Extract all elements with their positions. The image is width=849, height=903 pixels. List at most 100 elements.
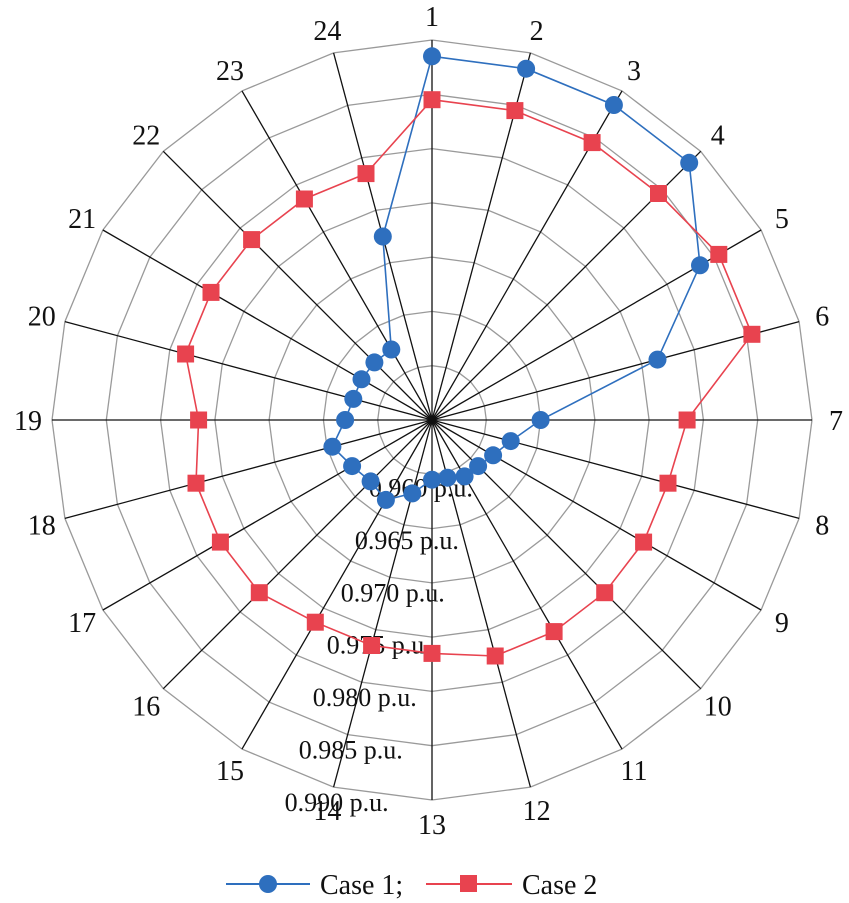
- radial-tick-label: 0.985 p.u.: [299, 736, 403, 765]
- case-2-point-3: [583, 134, 601, 152]
- case-1-point-17: [343, 457, 362, 476]
- legend-item-case-1: Case 1;: [226, 870, 403, 901]
- spoke-21: [102, 229, 433, 421]
- case-2-point-5: [710, 245, 728, 263]
- category-label-2: 2: [530, 16, 544, 47]
- category-label-6: 6: [815, 301, 829, 332]
- category-label-10: 10: [704, 692, 732, 723]
- spoke-15: [241, 419, 433, 750]
- case-2-point-22: [243, 231, 261, 249]
- legend-case-2-marker: [460, 875, 477, 892]
- legend-case-1-label: Case 1;: [320, 870, 403, 901]
- case-2-point-9: [635, 533, 653, 551]
- case-2-point-18: [187, 474, 205, 492]
- case-1-point-7: [531, 411, 550, 429]
- radial-tick-label: 0.980 p.u.: [313, 683, 417, 712]
- case-2-point-8: [659, 474, 677, 492]
- category-label-14: 14: [313, 796, 341, 827]
- legend-case-1-marker: [259, 875, 277, 893]
- case-2-point-1: [423, 91, 441, 109]
- category-label-12: 12: [523, 796, 551, 827]
- legend: Case 1; Case 2: [226, 870, 597, 901]
- radial-tick-label: 0.970 p.u.: [341, 578, 445, 607]
- category-label-4: 4: [711, 120, 725, 151]
- radial-tick-label: 0.965 p.u.: [355, 526, 459, 555]
- category-label-1: 1: [425, 2, 439, 33]
- category-label-15: 15: [216, 756, 244, 787]
- category-label-9: 9: [775, 608, 789, 639]
- case-2-point-7: [678, 411, 696, 429]
- case-1-point-16: [361, 472, 380, 491]
- spoke-16: [162, 419, 433, 690]
- category-label-13: 13: [418, 810, 446, 841]
- case-1-point-4: [680, 153, 699, 172]
- spoke-23: [241, 90, 433, 421]
- radar-spokes: [52, 40, 812, 800]
- spoke-9: [431, 419, 762, 611]
- case-2-point-15: [306, 613, 324, 631]
- spoke-18: [64, 419, 433, 520]
- case-2-point-21: [202, 283, 220, 301]
- spoke-20: [64, 320, 433, 421]
- case-1-point-12: [438, 468, 457, 487]
- case-1-point-3: [604, 96, 623, 114]
- category-label-19: 19: [14, 406, 42, 437]
- case-2-point-12: [486, 647, 504, 665]
- case-2-point-19: [190, 411, 208, 429]
- case-1-point-22: [365, 353, 384, 372]
- category-label-21: 21: [68, 204, 96, 235]
- category-label-22: 22: [132, 120, 160, 151]
- case-2-point-4: [650, 185, 667, 202]
- spoke-22: [162, 150, 433, 421]
- category-label-20: 20: [28, 301, 56, 332]
- case-2-point-23: [295, 190, 313, 208]
- case-1-point-19: [336, 411, 355, 429]
- case-2-point-6: [743, 325, 761, 343]
- radial-tick-label: 0.990 p.u.: [285, 788, 389, 817]
- case-2-point-20: [177, 345, 195, 363]
- category-label-5: 5: [775, 204, 789, 235]
- case-2-point-16: [250, 584, 268, 602]
- spoke-17: [102, 419, 433, 611]
- legend-case-2-label: Case 2: [522, 870, 597, 901]
- category-label-16: 16: [132, 692, 160, 723]
- case-1-point-18: [323, 437, 342, 456]
- case-2-point-10: [596, 584, 614, 602]
- series-case-2-line: [184, 98, 753, 657]
- category-label-17: 17: [68, 608, 96, 639]
- case-2-point-17: [211, 533, 229, 551]
- case-1-point-24: [373, 227, 392, 246]
- case-1-point-21: [352, 370, 371, 389]
- case-2-point-11: [545, 623, 563, 641]
- spoke-14: [332, 419, 433, 788]
- case-1-point-10: [469, 457, 488, 476]
- case-1-point-9: [484, 446, 503, 465]
- spoke-6: [431, 320, 800, 421]
- case-2-point-13: [423, 644, 441, 662]
- case-1-point-15: [376, 490, 395, 509]
- case-1-point-5: [691, 256, 709, 275]
- case-2-point-2: [506, 102, 524, 120]
- case-1-point-23: [382, 340, 401, 359]
- category-label-11: 11: [621, 756, 648, 787]
- legend-item-case-2: Case 2: [426, 870, 597, 901]
- series-case-1: [323, 47, 709, 509]
- case-2-point-24: [357, 165, 375, 183]
- category-label-7: 7: [829, 406, 843, 437]
- category-label-3: 3: [627, 56, 641, 87]
- category-label-24: 24: [313, 16, 341, 47]
- series-case-2: [177, 91, 761, 665]
- case-1-point-2: [517, 59, 536, 78]
- category-label-23: 23: [216, 56, 244, 87]
- case-1-point-8: [501, 432, 520, 451]
- series-layer: [177, 47, 761, 665]
- series-case-1-line: [331, 55, 701, 501]
- spoke-8: [431, 419, 800, 520]
- case-2-point-14: [363, 637, 381, 654]
- case-1-point-1: [423, 47, 441, 66]
- radial-tick-labels: 0.960 p.u.0.965 p.u.0.970 p.u.0.975 p.u.…: [285, 473, 473, 817]
- case-1-point-14: [403, 484, 422, 503]
- category-label-8: 8: [815, 511, 829, 542]
